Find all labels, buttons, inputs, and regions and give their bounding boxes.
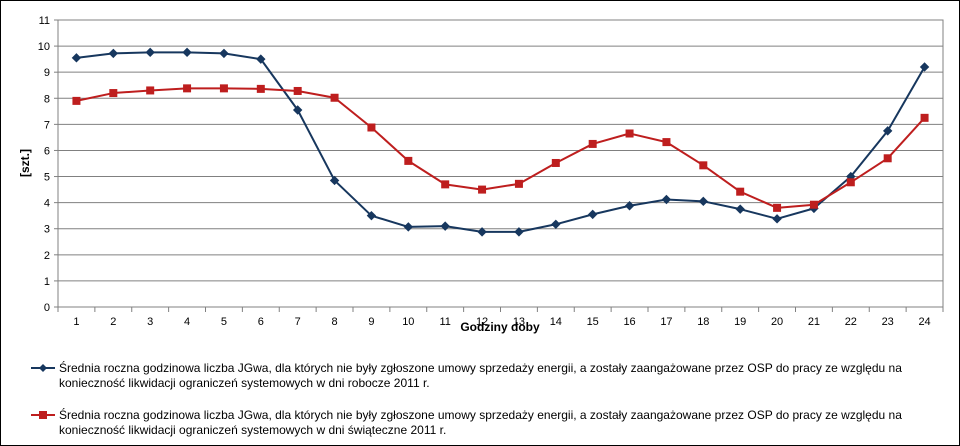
x-tick-label: 23 bbox=[882, 316, 894, 328]
gridlines bbox=[58, 45, 943, 282]
x-tick-label: 22 bbox=[845, 316, 857, 328]
data-point bbox=[920, 113, 929, 122]
data-point bbox=[329, 175, 340, 186]
x-tick-label: 17 bbox=[660, 316, 672, 328]
data-point bbox=[587, 209, 598, 220]
y-tick-label: 2 bbox=[44, 250, 50, 262]
y-tick-label: 4 bbox=[44, 198, 50, 210]
data-point bbox=[108, 48, 119, 59]
legend-label-workdays: Średnia roczna godzinowa liczba JGwa, dl… bbox=[59, 361, 902, 390]
series-layer bbox=[71, 47, 930, 237]
x-tick-label: 11 bbox=[439, 316, 450, 328]
x-tick-label: 24 bbox=[918, 316, 930, 328]
x-tick-label: 20 bbox=[771, 316, 783, 328]
y-tick-label: 10 bbox=[38, 41, 50, 53]
data-point bbox=[293, 86, 302, 95]
data-point bbox=[809, 200, 818, 209]
data-point bbox=[404, 156, 413, 165]
x-tick-label: 8 bbox=[332, 316, 338, 328]
data-point bbox=[183, 84, 192, 93]
data-point bbox=[514, 227, 524, 237]
x-tick-label: 4 bbox=[184, 316, 190, 328]
legend-swatch-workdays bbox=[31, 364, 55, 372]
data-point bbox=[292, 105, 303, 115]
data-point bbox=[71, 53, 82, 63]
data-point bbox=[846, 178, 855, 187]
y-tick-label: 0 bbox=[44, 302, 50, 314]
y-axis-ticks: 0 1 2 3 4 5 6 7 8 9 10 11 bbox=[38, 15, 58, 314]
series-line bbox=[76, 87, 926, 209]
x-tick-label: 18 bbox=[697, 316, 709, 328]
series-line bbox=[76, 51, 926, 233]
y-tick-label: 6 bbox=[44, 145, 50, 157]
y-tick-label: 11 bbox=[39, 15, 50, 27]
data-point bbox=[367, 123, 376, 132]
y-tick-label: 1 bbox=[44, 276, 50, 288]
x-tick-label: 10 bbox=[402, 316, 414, 328]
data-point bbox=[662, 138, 671, 147]
x-tick-label: 16 bbox=[623, 316, 635, 328]
data-point bbox=[588, 139, 597, 148]
data-point bbox=[883, 154, 892, 163]
data-point bbox=[773, 203, 782, 212]
data-point bbox=[624, 201, 635, 211]
x-tick-label: 9 bbox=[368, 316, 374, 328]
data-point bbox=[182, 47, 192, 58]
data-point bbox=[219, 84, 228, 93]
series-2 bbox=[72, 84, 929, 212]
x-axis-ticks: 1 2 3 4 5 6 7 8 9 10 11 12 13 14 15 16 17 18 19 20 21 22 23 24 bbox=[57, 307, 944, 328]
data-point bbox=[514, 179, 523, 188]
data-point bbox=[736, 187, 745, 196]
y-tick-label: 9 bbox=[44, 67, 50, 79]
legend-swatch-holidays bbox=[31, 411, 55, 419]
x-tick-label: 7 bbox=[295, 316, 301, 328]
x-tick-label: 6 bbox=[258, 316, 264, 328]
series-1 bbox=[71, 47, 930, 237]
data-point bbox=[441, 180, 450, 189]
data-point bbox=[366, 210, 377, 221]
y-axis-title: [szt.] bbox=[18, 149, 32, 177]
data-point bbox=[551, 158, 560, 167]
y-tick-label: 7 bbox=[44, 119, 50, 131]
data-point bbox=[256, 84, 265, 93]
x-tick-label: 21 bbox=[808, 316, 820, 328]
x-tick-label: 3 bbox=[147, 316, 153, 328]
data-point bbox=[699, 161, 708, 170]
x-axis-title: Godziny doby bbox=[460, 320, 540, 334]
data-point bbox=[882, 126, 893, 136]
y-tick-label: 8 bbox=[44, 93, 50, 105]
x-tick-label: 14 bbox=[550, 316, 562, 328]
data-point bbox=[625, 129, 634, 138]
data-point bbox=[919, 62, 930, 72]
data-point bbox=[330, 93, 339, 102]
x-tick-label: 15 bbox=[587, 316, 599, 328]
y-tick-label: 5 bbox=[44, 172, 50, 184]
data-point bbox=[145, 47, 155, 58]
data-point bbox=[72, 96, 81, 105]
legend-label-holidays: Średnia roczna godzinowa liczba JGwa, dl… bbox=[59, 408, 902, 437]
x-tick-label: 19 bbox=[734, 316, 746, 328]
data-point bbox=[146, 86, 155, 95]
data-point bbox=[735, 204, 745, 214]
data-point bbox=[551, 219, 561, 229]
data-point bbox=[219, 48, 229, 59]
data-point bbox=[772, 214, 782, 224]
y-tick-label: 3 bbox=[44, 224, 50, 236]
data-point bbox=[440, 221, 450, 231]
data-point bbox=[109, 89, 118, 98]
x-tick-label: 12 bbox=[476, 316, 488, 328]
x-tick-label: 2 bbox=[110, 316, 116, 328]
data-point bbox=[478, 185, 487, 194]
data-point bbox=[403, 222, 414, 232]
x-tick-label: 13 bbox=[513, 316, 525, 328]
data-point bbox=[661, 194, 672, 205]
plot-area bbox=[57, 19, 944, 308]
data-point bbox=[256, 54, 266, 64]
x-tick-label: 1 bbox=[73, 316, 79, 328]
data-point bbox=[698, 196, 709, 207]
data-point bbox=[477, 227, 487, 237]
x-tick-label: 5 bbox=[221, 316, 227, 328]
